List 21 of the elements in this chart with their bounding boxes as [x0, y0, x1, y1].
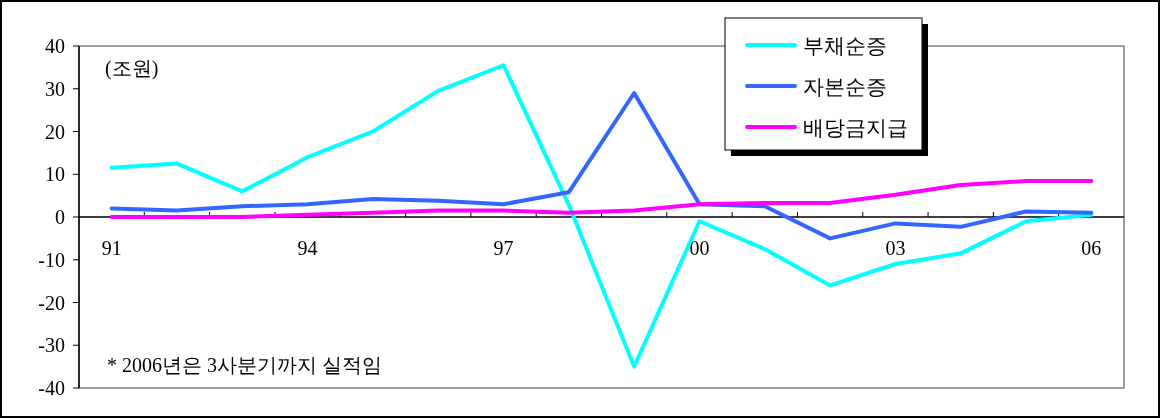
y-tick-label: -30	[38, 334, 65, 357]
annotation: (조원)	[105, 57, 159, 80]
y-tick-label: 30	[45, 77, 65, 100]
x-tick-label: 03	[885, 237, 906, 259]
y-tick-label: -20	[38, 291, 65, 314]
line-series	[109, 179, 1094, 219]
y-tick-label: 20	[45, 120, 65, 143]
x-tick-label: 97	[493, 237, 514, 259]
legend-label: 자본순증	[803, 75, 887, 99]
legend-label: 배당금지급	[803, 116, 908, 140]
y-tick-label: 40	[45, 35, 65, 57]
y-tick-label: 10	[45, 163, 65, 186]
y-tick-label: -40	[38, 377, 65, 399]
y-tick-label: 0	[55, 206, 65, 228]
y-tick-label: -10	[38, 248, 65, 271]
x-tick-label: 91	[101, 237, 122, 259]
annotation: * 2006년은 3사분기까지 실적임	[107, 354, 382, 376]
x-tick-label: 00	[689, 237, 710, 259]
legend-label: 부채순증	[803, 34, 887, 58]
x-tick-label: 94	[297, 237, 318, 259]
x-tick-label: 06	[1081, 237, 1102, 259]
